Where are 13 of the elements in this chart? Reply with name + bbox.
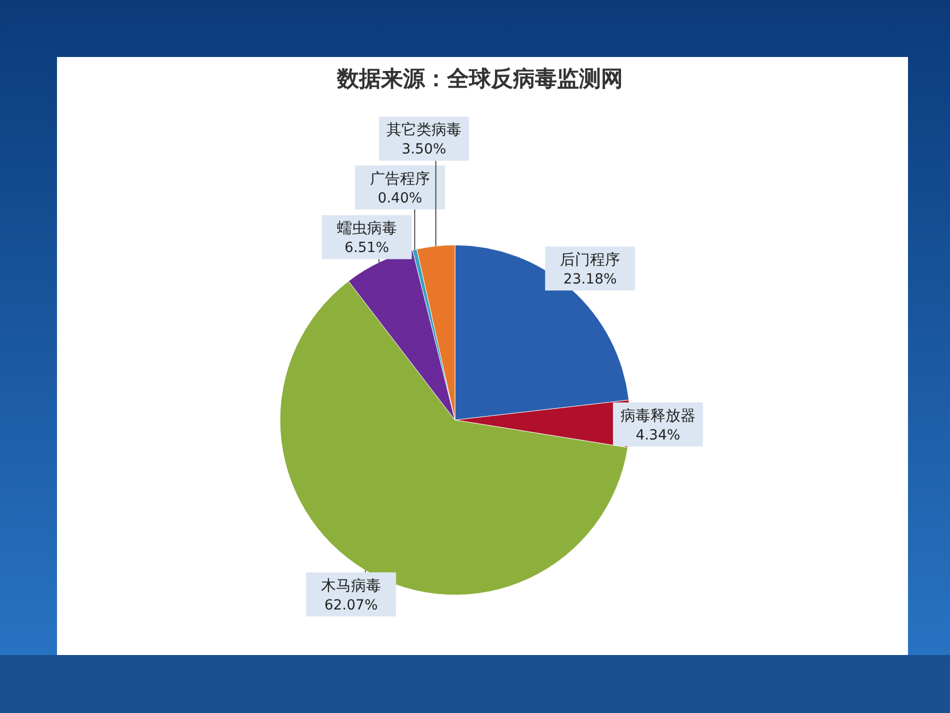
slice-label: 广告程序: [370, 169, 430, 188]
chart-title: 数据来源：全球反病毒监测网: [336, 66, 623, 91]
slice-label: 后门程序: [560, 250, 620, 268]
data-label: 4.34%: [636, 427, 680, 444]
data-label: 6.51%: [344, 240, 390, 256]
slice-label: 木马病毒: [321, 576, 382, 594]
data-label: 23.18%: [563, 271, 617, 288]
slice-label: 其它类病毒: [386, 120, 462, 139]
data-label: 62.07%: [324, 597, 378, 614]
data-label: 0.40%: [378, 190, 422, 206]
slice-label: 蠕虫病毒: [336, 219, 397, 238]
slice-label: 病毒释放器: [620, 406, 696, 424]
data-label: 3.50%: [402, 142, 446, 158]
